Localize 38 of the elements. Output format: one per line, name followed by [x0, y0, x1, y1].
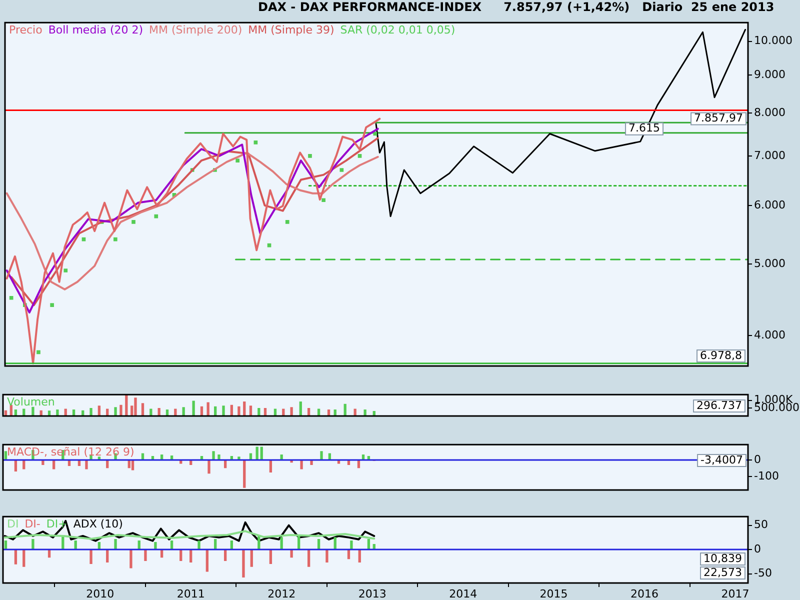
- y-tick-label: 9.000: [754, 68, 786, 82]
- y-tick-label: 8.000: [754, 106, 786, 119]
- x-tick-label: 2017: [721, 587, 750, 600]
- series-label: ADX (10): [73, 517, 123, 530]
- y-tick-label: 4.000: [754, 328, 786, 342]
- text: Boll media (20 2): [48, 23, 144, 36]
- x-tick-label: 2011: [176, 587, 205, 600]
- y-tick-label: 6.000: [754, 198, 786, 212]
- y-tick-label: 7.000: [754, 148, 786, 162]
- y-tick-label: -100: [754, 470, 779, 483]
- x-tick-label: 2012: [268, 587, 296, 600]
- annotation: 6.978,8: [700, 348, 742, 362]
- text: MM (Simple 39): [248, 23, 334, 36]
- text: SAR (0,02 0,01 0,05): [340, 23, 456, 36]
- annotation: 22,573: [704, 566, 742, 579]
- text: Precio: [9, 23, 43, 36]
- series-label: DI-: [24, 517, 40, 530]
- series-label: DI: [7, 517, 19, 530]
- x-tick-label: 2010: [86, 587, 114, 600]
- text: MM (Simple 200): [149, 23, 242, 36]
- annotation: 7.615: [628, 122, 660, 135]
- y-tick-label: 0: [754, 452, 761, 466]
- x-tick-label: 2013: [358, 587, 386, 600]
- y-tick-label: 0: [754, 542, 761, 556]
- series-label: Volumen: [7, 395, 55, 408]
- annotation: 10,839: [704, 552, 742, 565]
- annotation: 296.737: [696, 398, 742, 412]
- chart-title: DAX - DAX PERFORMANCE-INDEX: [258, 0, 482, 14]
- y-tick-label: 10.000: [754, 34, 792, 48]
- annotation: -3,4007: [700, 453, 744, 466]
- chart-subtitle: 7.857,97 (+1,42%) Diario 25 ene 2013: [504, 0, 774, 14]
- y-tick-label: 50: [754, 518, 768, 532]
- x-tick-label: 2016: [630, 587, 659, 600]
- annotation: 7.857,97: [694, 112, 743, 125]
- x-tick-label: 2014: [449, 587, 478, 600]
- x-tick-label: 2015: [540, 587, 568, 600]
- y-tick-label: 5.000: [754, 256, 786, 270]
- y-tick-label: -50: [754, 566, 772, 580]
